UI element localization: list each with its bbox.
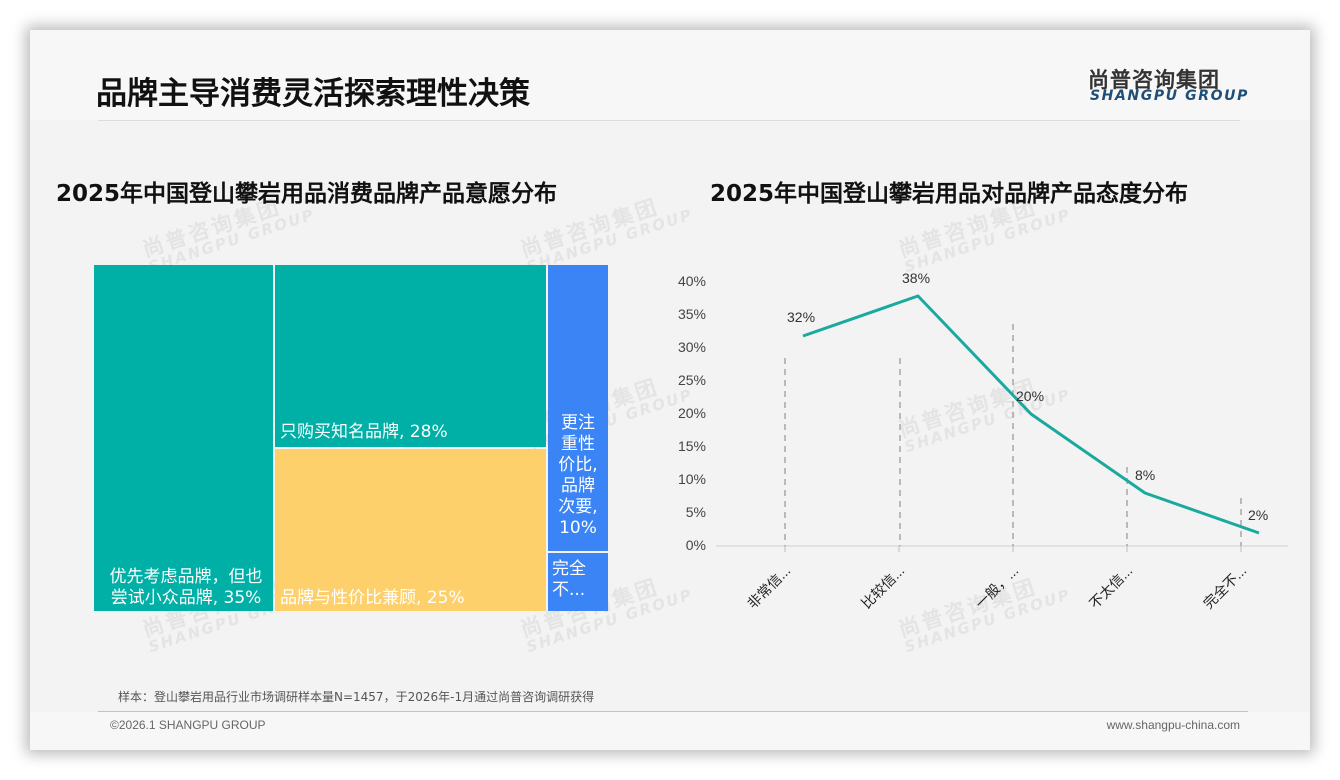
title-divider [98,120,1240,121]
website-link[interactable]: www.shangpu-china.com [1106,718,1240,732]
header-band [30,30,1310,120]
y-tick: 20% [677,405,706,421]
footer-band [30,712,1310,750]
line-chart-plot [716,294,1288,552]
treemap-tile-brand-and-value: 品牌与性价比兼顾, 25% [275,449,546,611]
footer-divider [98,711,1248,712]
data-label: 2% [1248,507,1269,523]
x-category-label: 非常信... [744,562,794,612]
y-tick: 0% [685,537,706,553]
copyright: ©2026.1 SHANGPU GROUP [110,718,266,732]
treemap-tile-value-first: 更注 重性 价比, 品牌 次要, 10% [548,265,608,551]
y-tick: 10% [677,471,706,487]
data-label: 8% [1135,467,1156,483]
x-category-label: 完全不... [1200,562,1250,612]
logo-chinese: 尚普咨询集团 [1088,68,1220,92]
logo-english: SHANGPU GROUP [1090,88,1249,104]
treemap-tile-known-brand-only: 只购买知名品牌, 28% [275,265,546,447]
attitude-line-chart: 0% 5% 10% 15% 20% 25% 30% 35% 40% [660,260,1300,640]
treemap-tile-prefer-brand: 优先考虑品牌，但也 尝试小众品牌, 35% [94,265,273,611]
y-tick: 5% [685,504,706,520]
x-category-label: 一般，... [972,562,1022,612]
y-tick: 15% [677,438,706,454]
treemap-chart-title: 2025年中国登山攀岩用品消费品牌产品意愿分布 [56,181,558,207]
page-title: 品牌主导消费灵活探索理性决策 [96,76,530,112]
report-slide: 尚普咨询集团 SHANGPU GROUP 尚普咨询集团 SHANGPU GROUP … [30,30,1310,750]
data-label: 32% [787,309,816,325]
y-tick: 40% [677,273,706,289]
sample-note: 样本：登山攀岩用品行业市场调研样本量N=1457，于2026年-1月通过尚普咨询… [118,690,595,704]
data-label: 20% [1016,388,1045,404]
brand-intent-treemap: 优先考虑品牌，但也 尝试小众品牌, 35% 只购买知名品牌, 28% 品牌与性价… [94,265,608,611]
line-chart-title: 2025年中国登山攀岩用品对品牌产品态度分布 [710,181,1189,207]
x-category-label: 不太信... [1086,562,1136,612]
y-tick: 35% [677,306,706,322]
x-category-label: 比较信... [858,562,908,612]
y-tick: 30% [677,339,706,355]
data-label: 38% [902,270,931,286]
treemap-tile-not-at-all: 完全 不... [548,553,608,611]
y-tick: 25% [677,372,706,388]
